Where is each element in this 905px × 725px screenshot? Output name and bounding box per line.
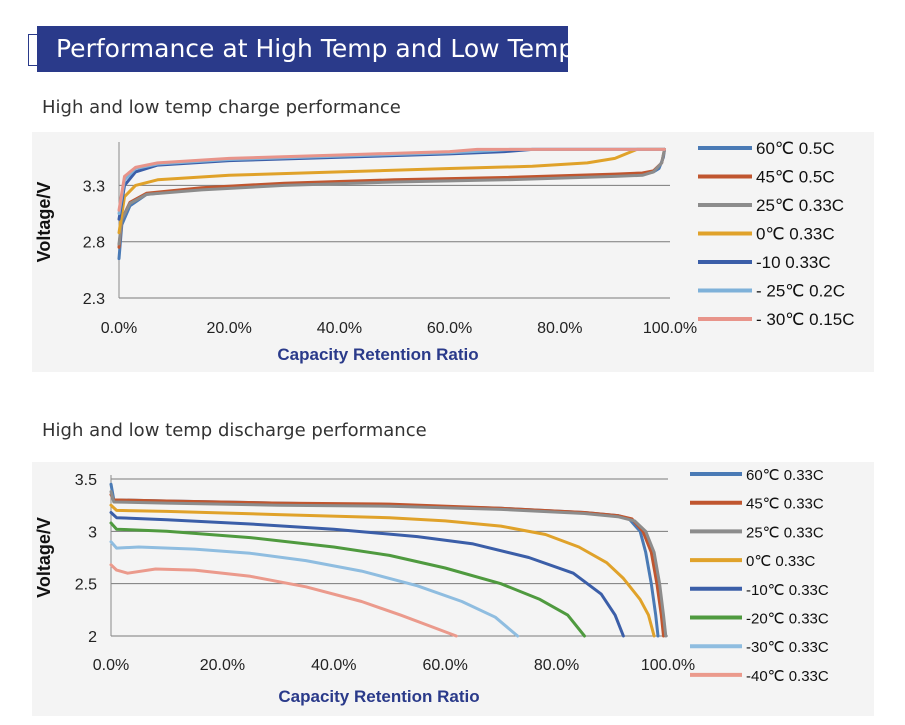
header-banner [37,26,568,72]
header-tab-decoration [28,34,39,66]
legend-label: -40℃ 0.33C [746,668,829,685]
series-line [109,563,458,638]
x-tick-label: 20.0% [200,657,245,674]
x-tick-label: 40.0% [317,320,362,337]
x-tick-label: 40.0% [311,657,356,674]
x-tick-label: 100.0% [641,657,695,674]
discharge-chart-title: High and low temp discharge performance [42,420,427,441]
series-line [117,147,666,235]
x-tick-label: 80.0% [537,320,582,337]
legend-label: 0℃ 0.33C [746,553,816,570]
x-tick-label: 0.0% [93,657,129,674]
series-line [109,540,520,638]
page-title: Performance at High Temp and Low Temp [56,34,575,63]
x-axis-title: Capacity Retention Ratio [277,345,478,364]
charge-chart-title: High and low temp charge performance [42,97,401,118]
y-tick-label: 2.5 [75,577,97,594]
x-axis-title: Capacity Retention Ratio [278,687,479,706]
legend-label: 0℃ 0.33C [756,225,835,244]
y-tick-label: 3 [88,524,97,541]
legend-label: 25℃ 0.33C [746,524,824,541]
legend-label: - 25℃ 0.2C [756,282,845,301]
x-tick-label: 100.0% [643,320,697,337]
series-line [109,490,668,638]
legend-label: 45℃ 0.33C [746,496,824,513]
y-tick-label: 2 [88,629,97,646]
discharge-performance-chart: 3.532.520.0% 20.0% 40.0% 60.0% 80.0% 100.0%Ca… [32,462,874,716]
legend-label: -20℃ 0.33C [746,611,829,628]
y-tick-label: 3.5 [75,472,97,489]
series-line [117,147,666,212]
legend-label: 60℃ 0.5C [756,139,835,158]
x-tick-label: 0.0% [101,320,137,337]
legend-label: 25℃ 0.33C [756,196,844,215]
series-line [109,511,625,638]
y-tick-label: 2.3 [83,291,105,308]
legend-label: 60℃ 0.33C [746,467,824,484]
x-tick-label: 20.0% [207,320,252,337]
charge-performance-chart: 2.3 2.8 3.3 0.0% 20.0% 40.0% 60.0% 80.0% 100.0% C… [32,132,874,372]
x-tick-label: 80.0% [534,657,579,674]
y-axis-title: Voltage/V [34,517,54,598]
y-axis-title: Voltage/V [34,182,54,263]
y-tick-label: 3.3 [83,178,105,195]
legend-label: - 30℃ 0.15C [756,310,854,329]
legend-label: 45℃ 0.5C [756,168,835,187]
x-tick-label: 60.0% [423,657,468,674]
series-line [109,503,656,638]
legend-label: -10℃ 0.33C [746,582,829,599]
series-line [117,147,666,246]
y-tick-label: 2.8 [83,235,105,252]
legend-label: -30℃ 0.33C [746,639,829,656]
x-tick-label: 60.0% [427,320,472,337]
legend-label: -10 0.33C [756,253,831,272]
series-line [109,521,586,638]
chart-background [32,132,874,372]
